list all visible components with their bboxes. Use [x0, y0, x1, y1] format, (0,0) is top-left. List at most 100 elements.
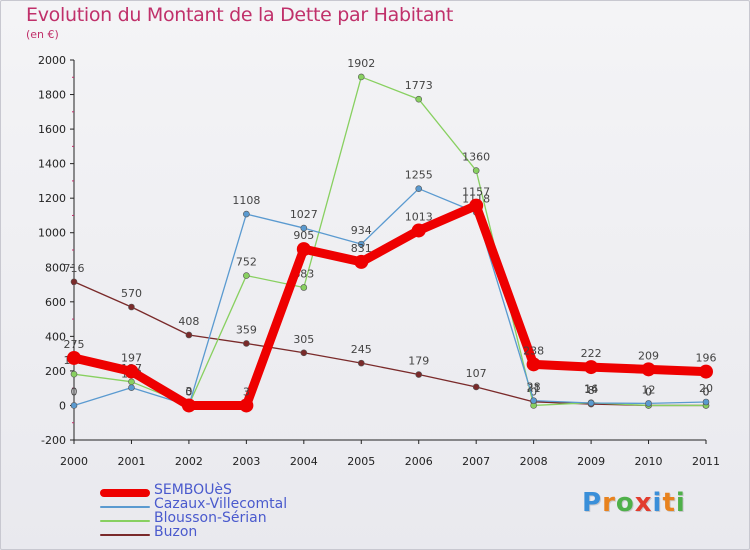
data-point [415, 185, 423, 192]
data-point [702, 398, 710, 406]
data-label: 3 [243, 385, 250, 398]
y-tick-label: 1200 [38, 192, 66, 205]
data-label: 28 [527, 381, 541, 394]
proxiti-logo: Proxiti [582, 488, 686, 518]
data-label: 905 [293, 229, 314, 242]
data-point [128, 384, 135, 391]
data-point [70, 370, 78, 378]
data-label: 8 [588, 384, 595, 397]
data-point [296, 242, 311, 257]
data-label: 1360 [462, 151, 490, 164]
data-label: 1773 [405, 79, 433, 92]
data-point [357, 359, 365, 367]
y-tick-label: 2000 [38, 54, 66, 67]
x-tick-label: 2009 [577, 455, 605, 468]
data-label: 16 [584, 383, 598, 396]
x-tick-label: 2005 [347, 455, 375, 468]
data-point [243, 210, 250, 218]
legend-label: Blousson-Sérian [154, 510, 267, 526]
data-point [300, 284, 308, 291]
y-tick-label: 200 [45, 365, 66, 378]
data-label: 752 [236, 256, 257, 269]
data-point [357, 73, 365, 81]
logo-letter: x [634, 488, 653, 518]
x-tick-label: 2003 [232, 455, 260, 468]
data-label: 1108 [232, 194, 260, 207]
data-label: 209 [638, 349, 659, 362]
data-point [641, 362, 656, 377]
x-tick-label: 2002 [175, 455, 203, 468]
data-label: 245 [351, 343, 372, 356]
data-point [243, 340, 250, 347]
data-point [67, 350, 81, 365]
series-line [69, 201, 711, 410]
y-tick-label: 1600 [38, 123, 66, 136]
legend-label: Cazaux-Villecomtal [154, 496, 288, 512]
data-label: 0 [185, 385, 192, 398]
y-tick-label: -200 [41, 434, 66, 447]
logo-letter: r [602, 488, 616, 518]
data-label: 1013 [405, 210, 433, 223]
x-tick-label: 2000 [60, 455, 88, 468]
data-label: 934 [351, 224, 372, 237]
logo-letter: t [662, 488, 676, 518]
data-point [243, 272, 250, 279]
data-label: 3 [185, 385, 192, 398]
data-label: 0 [185, 385, 192, 398]
legend-swatch [100, 506, 150, 508]
data-point [472, 167, 480, 174]
data-point [124, 364, 139, 379]
data-label: 20 [699, 382, 713, 395]
legend-label: Buzon [154, 524, 198, 540]
y-tick-label: 800 [45, 261, 66, 274]
data-point [128, 303, 135, 311]
data-label: 305 [293, 333, 314, 346]
y-tick-label: 0 [59, 399, 66, 412]
logo-letter: P [582, 488, 603, 518]
data-label: 14 [584, 383, 598, 396]
series-line [73, 281, 707, 407]
data-label: 1255 [405, 169, 433, 182]
data-label: 238 [523, 344, 544, 357]
data-label: 197 [121, 351, 142, 364]
data-label: 196 [696, 352, 717, 365]
legend-swatch [100, 489, 150, 497]
data-point [415, 371, 423, 378]
data-label: 1902 [347, 57, 375, 70]
data-point [469, 198, 484, 213]
data-label: 0 [530, 385, 537, 398]
data-point [472, 383, 480, 391]
data-label: 222 [581, 347, 602, 360]
y-tick-label: 1400 [38, 158, 66, 171]
data-point [300, 224, 308, 232]
x-tick-label: 2008 [520, 455, 548, 468]
legend-swatch [100, 534, 150, 536]
x-tick-label: 2011 [692, 455, 720, 468]
data-label: 1157 [462, 186, 490, 199]
data-point [584, 360, 599, 375]
data-point [70, 402, 78, 409]
data-label: 0 [645, 385, 652, 398]
data-point [645, 400, 652, 407]
data-label: 107 [466, 367, 487, 380]
data-label: 359 [236, 323, 257, 336]
data-label: 0 [71, 385, 78, 398]
data-point [526, 357, 541, 372]
data-label: 831 [351, 242, 372, 255]
y-tick-label: 600 [45, 296, 66, 309]
x-tick-label: 2001 [117, 455, 145, 468]
x-tick-label: 2004 [290, 455, 318, 468]
data-label: 179 [408, 355, 429, 368]
data-label: 0 [703, 385, 710, 398]
x-tick-label: 2007 [462, 455, 490, 468]
data-label: 0 [703, 385, 710, 398]
y-tick-label: 1000 [38, 227, 66, 240]
logo-letter: o [615, 488, 635, 518]
x-tick-label: 2006 [405, 455, 433, 468]
data-label: 0 [645, 385, 652, 398]
data-point [239, 398, 254, 413]
logo-letter: i [652, 488, 663, 518]
logo-letter: i [675, 488, 686, 518]
data-label: 1027 [290, 208, 318, 221]
